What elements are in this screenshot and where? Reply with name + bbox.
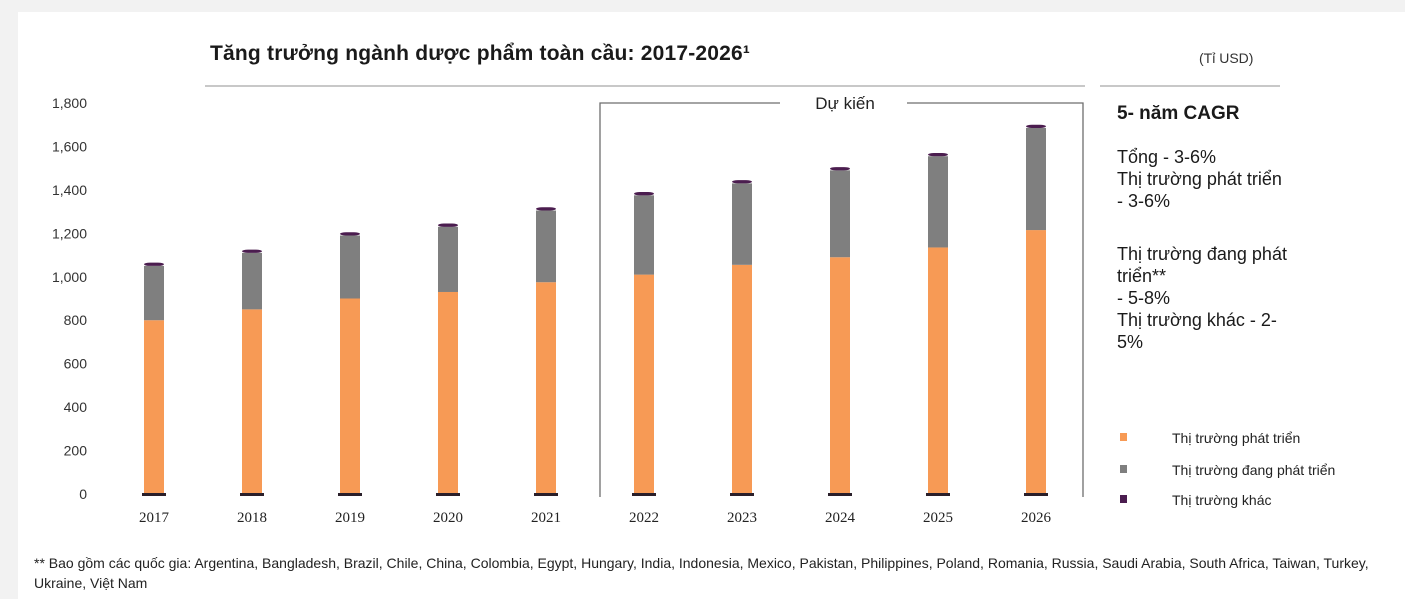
y-tick-label: 1,000 — [52, 269, 87, 285]
side-underline — [1100, 85, 1280, 87]
bar-2020-Thị trường đang phát triển — [438, 226, 458, 292]
cagr-block-2: Thị trường đang phát triển** - 5-8% Thị … — [1117, 244, 1287, 352]
bar-2022-Thị trường đang phát triển — [634, 195, 654, 275]
bar-2018-Thị trường đang phát triển — [242, 252, 262, 310]
bar-base-2022 — [632, 493, 656, 496]
bar-2023-Thị trường đang phát triển — [732, 183, 752, 265]
bar-base-2026 — [1024, 493, 1048, 496]
bar-base-2020 — [436, 493, 460, 496]
bar-base-2023 — [730, 493, 754, 496]
bar-2024-Thị trường phát triển — [830, 257, 850, 494]
y-tick-label: 400 — [64, 399, 88, 415]
bar-2018-Thị trường khác — [242, 249, 262, 253]
bar-2023-Thị trường phát triển — [732, 264, 752, 494]
legend-swatch-developed — [1120, 433, 1127, 441]
bar-2025-Thị trường đang phát triển — [928, 156, 948, 248]
bar-2024-Thị trường đang phát triển — [830, 170, 850, 258]
y-tick-label: 1,200 — [52, 225, 87, 241]
x-tick-label: 2017 — [139, 510, 170, 526]
bar-2022-Thị trường khác — [634, 192, 654, 196]
bar-2023-Thị trường khác — [732, 180, 752, 184]
bar-2026-Thị trường đang phát triển — [1026, 127, 1046, 231]
y-tick-label: 800 — [64, 312, 88, 328]
x-tick-label: 2021 — [531, 510, 561, 526]
bar-2025-Thị trường khác — [928, 152, 948, 157]
chart-title: Tăng trưởng ngành dược phẩm toàn cầu: 20… — [210, 42, 751, 65]
bar-base-2021 — [534, 493, 558, 496]
bar-2019-Thị trường đang phát triển — [340, 235, 360, 299]
title-underline — [205, 85, 1085, 87]
y-tick-label: 1,800 — [52, 95, 87, 111]
x-tick-label: 2025 — [923, 510, 953, 526]
x-tick-label: 2019 — [335, 510, 365, 526]
bar-2017-Thị trường khác — [144, 262, 164, 266]
bar-2022-Thị trường phát triển — [634, 274, 654, 494]
forecast-bracket-right — [907, 102, 1084, 497]
legend-swatch-emerging — [1120, 465, 1127, 473]
bar-2018-Thị trường phát triển — [242, 309, 262, 494]
bar-2019-Thị trường phát triển — [340, 298, 360, 494]
x-tick-label: 2024 — [825, 510, 856, 526]
bar-2021-Thị trường khác — [536, 207, 556, 211]
bar-2020-Thị trường phát triển — [438, 291, 458, 494]
bar-2021-Thị trường đang phát triển — [536, 210, 556, 283]
bar-2024-Thị trường khác — [830, 167, 850, 171]
bar-2025-Thị trường phát triển — [928, 247, 948, 494]
y-tick-label: 600 — [64, 356, 88, 372]
forecast-label: Dự kiến — [815, 94, 875, 113]
x-tick-label: 2026 — [1021, 510, 1052, 526]
bar-2026-Thị trường phát triển — [1026, 230, 1046, 494]
bar-2017-Thị trường phát triển — [144, 320, 164, 494]
bar-base-2019 — [338, 493, 362, 496]
bar-base-2018 — [240, 493, 264, 496]
cagr-title: 5- năm CAGR — [1117, 103, 1240, 124]
bar-base-2017 — [142, 493, 166, 496]
bar-2026-Thị trường khác — [1026, 124, 1046, 128]
x-tick-label: 2023 — [727, 510, 757, 526]
x-tick-label: 2022 — [629, 510, 659, 526]
legend-label-developed: Thị trường phát triển — [1172, 430, 1301, 446]
bar-base-2024 — [828, 493, 852, 496]
unit-label: (Tỉ USD) — [1199, 50, 1254, 66]
cagr-block-1: Tổng - 3-6% Thị trường phát triển - 3-6% — [1117, 147, 1282, 211]
bar-2017-Thị trường đang phát triển — [144, 265, 164, 321]
forecast-bracket-left — [599, 102, 780, 497]
x-tick-label: 2018 — [237, 510, 267, 526]
y-tick-label: 1,600 — [52, 138, 87, 154]
y-tick-label: 1,400 — [52, 182, 87, 198]
bar-2019-Thị trường khác — [340, 232, 360, 236]
legend-label-other: Thị trường khác — [1172, 492, 1272, 508]
x-tick-label: 2020 — [433, 510, 463, 526]
footnote: ** Bao gồm các quốc gia: Argentina, Bang… — [34, 555, 1369, 591]
bar-2021-Thị trường phát triển — [536, 282, 556, 494]
bar-base-2025 — [926, 493, 950, 496]
bar-2020-Thị trường khác — [438, 223, 458, 227]
legend-swatch-other — [1120, 495, 1127, 503]
y-tick-label: 0 — [79, 486, 87, 502]
y-tick-label: 200 — [64, 443, 88, 459]
legend-label-emerging: Thị trường đang phát triển — [1172, 462, 1336, 478]
